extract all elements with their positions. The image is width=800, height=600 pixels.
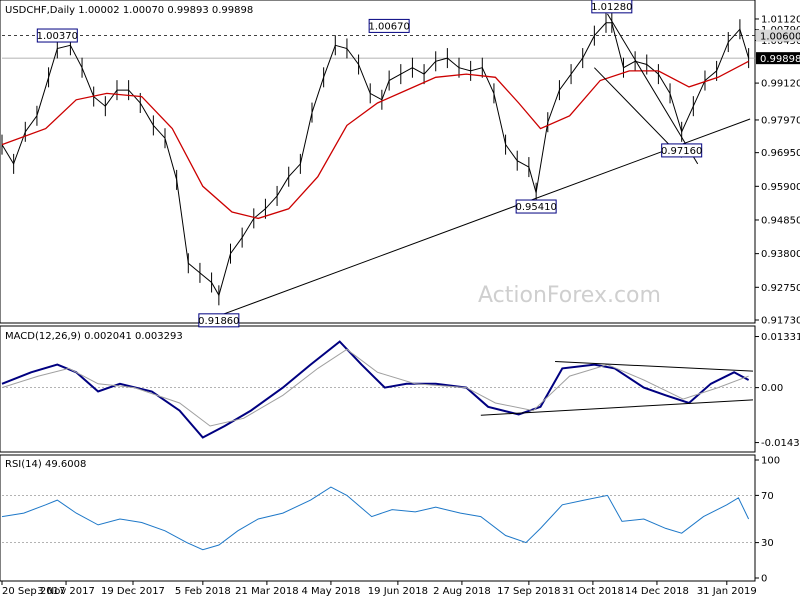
macd-panel-title: MACD(12,26,9) 0.002041 0.003293 <box>5 331 183 342</box>
x-tick-label: 2 Aug 2018 <box>433 586 491 597</box>
dashed-level-label: 1.00600 <box>760 32 800 43</box>
price-y-tick-label: 0.96950 <box>761 148 800 159</box>
price-annotation: 1.00670 <box>368 18 410 33</box>
rsi-y-tick-label: 70 <box>761 491 774 502</box>
annotation-label: 1.00370 <box>37 31 78 42</box>
annotation-box <box>368 18 410 33</box>
annotation-label: 0.95410 <box>515 202 556 213</box>
price-panel-title: USDCHF,Daily 1.00002 1.00070 0.99893 0.9… <box>5 5 253 16</box>
current-price-badge-bg <box>756 52 800 65</box>
annotation-box <box>36 28 78 43</box>
rsi-y-tick-label: 30 <box>761 538 774 549</box>
macd-panel <box>0 325 756 453</box>
price-trendline <box>607 13 699 165</box>
x-tick-label: 31 Oct 2018 <box>562 586 624 597</box>
price-annotation: 1.00370 <box>36 28 78 43</box>
x-tick-label: 31 Jan 2019 <box>697 586 757 597</box>
price-y-tick-label: 0.95900 <box>761 182 800 193</box>
macd-line <box>1 340 750 439</box>
x-tick-label: 19 Jun 2018 <box>368 586 428 597</box>
macd-y-tick-label: 0.00 <box>761 383 783 394</box>
annotation-label: 0.91860 <box>198 316 239 327</box>
rsi-panel <box>0 454 756 582</box>
annotation-label: 1.01280 <box>591 2 632 13</box>
dashed-level-badge: 1.00600 <box>756 29 800 43</box>
price-y-tick-label: 0.99120 <box>761 79 800 90</box>
macd-series-layer <box>1 340 755 439</box>
price-annotation: 0.97160 <box>661 143 703 158</box>
x-tick-label: 14 Dec 2018 <box>625 586 689 597</box>
macd-y-tick-label: -0.014323 <box>761 438 800 449</box>
price-annotation: 0.91860 <box>198 313 240 328</box>
price-series-layer: 1.00370 0.91860 1.00670 0.95410 1.01280 0.971… <box>1 0 755 328</box>
macd-trendline <box>480 399 754 416</box>
price-y-tick-label: 0.93800 <box>761 249 800 260</box>
x-tick-label: 20 Sep 2017 <box>2 586 65 597</box>
price-panel <box>0 0 756 324</box>
price-y-tick-label: 1.01120 <box>761 14 800 25</box>
annotation-label: 0.97160 <box>661 146 702 157</box>
x-tick-label: 5 Feb 2018 <box>175 586 231 597</box>
price-series-line <box>1 22 750 297</box>
price-y-tick-label: 0.94850 <box>761 215 800 226</box>
x-tick-label: 17 Sep 2018 <box>497 586 560 597</box>
x-tick-label: 4 May 2018 <box>302 586 361 597</box>
rsi-series-layer <box>1 486 755 551</box>
x-tick-label: 21 Mar 2018 <box>235 586 298 597</box>
watermark: ActionForex.com <box>478 283 661 308</box>
macd-trendline <box>555 361 754 372</box>
current-price-badge: 0.99898 <box>756 52 800 65</box>
rsi-line <box>1 486 750 551</box>
rsi-panel-title: RSI(14) 49.6008 <box>5 459 86 470</box>
axis-layer: 1.011201.007901.004500.991200.979700.969… <box>1 14 800 597</box>
price-annotation: 1.01280 <box>591 0 633 14</box>
annotation-box <box>198 313 240 328</box>
x-tick-label: 3 Nov 2017 <box>37 586 95 597</box>
annotation-label: 1.00670 <box>368 21 409 32</box>
macd-y-tick-label: 0.013319 <box>761 332 800 343</box>
rsi-y-tick-label: 100 <box>761 456 780 467</box>
price-annotation: 0.95410 <box>515 199 557 214</box>
x-tick-label: 19 Dec 2017 <box>101 586 165 597</box>
dashed-level-badge-bg <box>756 29 800 42</box>
price-y-tick-label: 0.91730 <box>761 316 800 327</box>
price-y-tick-label: 0.92750 <box>761 283 800 294</box>
annotation-box <box>591 0 633 14</box>
current-price-label: 0.99898 <box>760 54 800 65</box>
macd-signal-line <box>1 348 749 427</box>
price-trendline <box>594 67 683 158</box>
rsi-y-tick-label: 0 <box>761 574 767 585</box>
moving-average-line <box>1 60 749 220</box>
annotation-box <box>515 199 557 214</box>
annotation-box <box>661 143 703 158</box>
price-y-tick-label: 0.97970 <box>761 115 800 126</box>
